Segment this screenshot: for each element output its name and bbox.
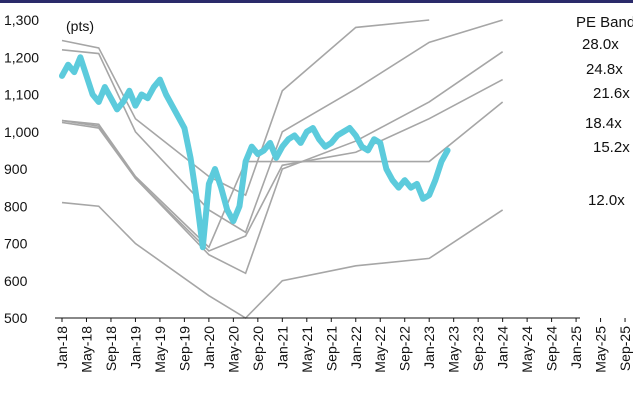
x-tick-label: Jan-23 bbox=[421, 326, 437, 369]
pe-band-label: 24.8x bbox=[586, 61, 623, 78]
y-tick-label: 1,000 bbox=[4, 124, 39, 140]
pe-band-label: 12.0x bbox=[588, 192, 625, 209]
x-tick-label: May-22 bbox=[372, 326, 388, 373]
y-tick-label: 600 bbox=[4, 273, 28, 289]
legend-title: PE Band bbox=[576, 14, 633, 31]
y-tick-label: 1,200 bbox=[4, 49, 39, 65]
pe-band-labels: 28.0x 24.8x 21.6x 18.4x 15.2x 12.0x bbox=[582, 36, 630, 209]
index-line bbox=[59, 54, 451, 251]
x-tick-label: Sep-22 bbox=[397, 326, 413, 371]
y-tick-label: 1,300 bbox=[4, 12, 39, 28]
pe-band-line bbox=[61, 201, 504, 320]
pe-band-label: 18.4x bbox=[585, 115, 622, 132]
index-series bbox=[59, 54, 451, 251]
y-tick-label: 800 bbox=[4, 198, 28, 214]
x-tick-label: Sep-23 bbox=[470, 326, 486, 371]
x-tick-label: Jan-24 bbox=[495, 326, 511, 369]
y-tick-label: 700 bbox=[4, 236, 28, 252]
pe-band-label: 28.0x bbox=[582, 36, 619, 53]
x-tick-label: Jan-20 bbox=[201, 326, 217, 369]
x-tick-label: Jan-21 bbox=[274, 326, 290, 369]
pe-band-line bbox=[61, 51, 504, 275]
pe-band-line bbox=[61, 19, 503, 234]
pe-band-label: 21.6x bbox=[593, 85, 630, 102]
pe-band-line bbox=[61, 19, 430, 197]
x-tick-label: May-18 bbox=[78, 326, 94, 373]
x-tick-label: May-25 bbox=[593, 326, 609, 373]
x-tick-label: Sep-24 bbox=[544, 326, 560, 371]
x-tick-label: Sep-25 bbox=[617, 326, 633, 371]
x-tick-label: Jan-25 bbox=[568, 326, 584, 369]
x-tick-label: May-20 bbox=[225, 326, 241, 373]
x-tick-label: Jan-22 bbox=[348, 326, 364, 369]
unit-label: (pts) bbox=[66, 18, 94, 34]
x-tick-label: May-19 bbox=[152, 326, 168, 373]
x-tick-label: Sep-20 bbox=[250, 326, 266, 371]
x-tick-label: Jan-19 bbox=[127, 326, 143, 369]
y-tick-label: 500 bbox=[4, 310, 28, 326]
x-tick-label: May-21 bbox=[299, 326, 315, 373]
x-tick-label: Sep-21 bbox=[323, 326, 339, 371]
pe-band-lines bbox=[61, 19, 504, 320]
x-tick-label: Jan-18 bbox=[54, 326, 70, 369]
y-axis-ticks: 1,300 1,200 1,100 1,000 900 800 700 600 500 bbox=[4, 12, 39, 326]
y-tick-label: 1,100 bbox=[4, 87, 39, 103]
x-tick-label: May-23 bbox=[446, 326, 462, 373]
pe-band-label: 15.2x bbox=[593, 139, 630, 156]
x-tick-label: Sep-19 bbox=[176, 326, 192, 371]
x-tick-label: May-24 bbox=[519, 326, 535, 373]
x-tick-label: Sep-18 bbox=[103, 326, 119, 371]
top-border-line bbox=[0, 0, 633, 3]
pe-band-line bbox=[61, 78, 504, 252]
y-tick-label: 900 bbox=[4, 161, 28, 177]
x-axis-ticks: Jan-18 May-18 Sep-18 Jan-19 May-19 Sep-19 Jan-… bbox=[54, 318, 633, 373]
